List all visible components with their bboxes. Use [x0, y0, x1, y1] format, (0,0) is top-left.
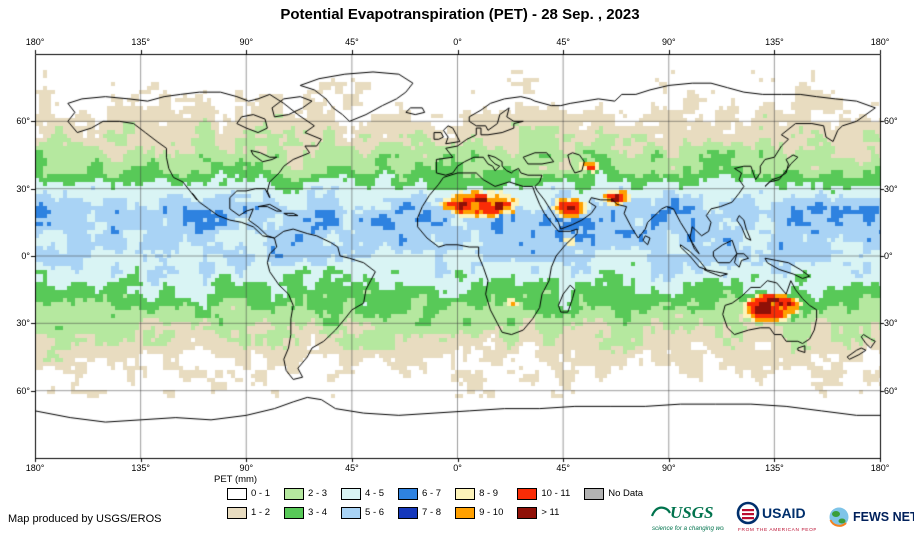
lon-label-top: 45°	[556, 37, 570, 47]
lon-label-top: 90°	[661, 37, 676, 47]
legend-swatch	[227, 506, 247, 519]
legend-item: 6 - 7	[398, 487, 441, 500]
legend-swatch	[227, 487, 247, 500]
legend-swatch	[284, 487, 305, 500]
legend-label: 0 - 1	[251, 488, 271, 499]
legend-swatch	[584, 487, 605, 500]
legend-swatch	[341, 487, 362, 500]
usgs-logo: USGS science for a changing world	[650, 503, 724, 532]
legend-swatch	[398, 487, 419, 500]
legend-label: 8 - 9	[479, 488, 499, 499]
lat-label-left: 0°	[21, 251, 30, 261]
lon-label-bottom: 180°	[25, 463, 45, 473]
lat-label-left: 60°	[16, 385, 30, 396]
usaid-logo: USAID FROM THE AMERICAN PEOPLE	[736, 501, 816, 533]
legend-item: 3 - 4	[284, 506, 327, 519]
lon-label-top: 0°	[453, 37, 462, 47]
usaid-stripe	[742, 517, 754, 520]
lon-label-bottom: 45°	[556, 463, 570, 473]
legend-label: 7 - 8	[422, 507, 442, 518]
legend-swatch	[517, 487, 538, 500]
lat-label-right: 0°	[884, 251, 893, 261]
legend-item: No Data	[584, 487, 643, 500]
lon-label-top: 45°	[345, 37, 359, 47]
usaid-stripe	[742, 509, 754, 512]
lon-label-top: 135°	[131, 37, 150, 47]
lat-label-right: 30°	[884, 183, 898, 194]
usgs-swoosh-icon	[650, 506, 671, 517]
globe-land	[838, 518, 846, 524]
legend-item: 1 - 2	[227, 506, 270, 519]
legend-label: 1 - 2	[251, 507, 271, 518]
usaid-wordmark: USAID	[762, 505, 806, 521]
legend-label: > 11	[541, 507, 560, 518]
legend-item: 4 - 5	[341, 487, 384, 500]
legend-item: 2 - 3	[284, 487, 327, 500]
legend-item: > 11	[517, 506, 570, 519]
legend-item: 7 - 8	[398, 506, 441, 519]
legend-swatch	[284, 506, 305, 519]
legend-label: 6 - 7	[422, 488, 442, 499]
legend-label: 2 - 3	[308, 488, 328, 499]
usaid-stripe	[742, 513, 754, 516]
credit-text: Map produced by USGS/EROS	[8, 513, 162, 525]
lon-label-bottom: 135°	[131, 463, 150, 473]
legend-label: 9 - 10	[479, 507, 504, 518]
lat-label-right: 60°	[884, 385, 898, 396]
lon-label-bottom: 90°	[661, 463, 676, 473]
lon-label-top: 180°	[25, 37, 45, 47]
world-map-canvas	[0, 30, 920, 475]
legend-item: 9 - 10	[455, 506, 503, 519]
legend-label: 3 - 4	[308, 507, 328, 518]
map-title: Potential Evapotranspiration (PET) - 28 …	[280, 6, 640, 23]
legend-item: 8 - 9	[455, 487, 503, 500]
legend-item: 0 - 1	[227, 487, 270, 500]
lat-label-left: 30°	[16, 183, 30, 194]
legend-label: 5 - 6	[365, 507, 385, 518]
legend-swatch	[398, 506, 419, 519]
lon-label-bottom: 45°	[345, 463, 359, 473]
lat-label-right: 30°	[884, 318, 898, 329]
lon-label-bottom: 90°	[239, 463, 254, 473]
lon-label-bottom: 0°	[453, 463, 462, 473]
lon-label-bottom: 135°	[765, 463, 784, 473]
lon-label-top: 135°	[765, 37, 784, 47]
usgs-tagline: science for a changing world	[652, 525, 724, 532]
lat-label-left: 30°	[16, 318, 30, 329]
legend-swatch	[455, 506, 476, 519]
legend-item: 5 - 6	[341, 506, 384, 519]
logo-cluster: USGS science for a changing world USAID …	[648, 500, 914, 534]
fewsnet-wordmark: FEWS NET	[853, 510, 914, 524]
lon-label-bottom: 180°	[870, 463, 890, 473]
legend-label: No Data	[608, 488, 644, 499]
fewsnet-logo: FEWS NET	[829, 507, 914, 527]
usaid-tagline: FROM THE AMERICAN PEOPLE	[738, 527, 816, 533]
lon-label-top: 180°	[870, 37, 890, 47]
legend-swatch	[517, 506, 538, 519]
globe-land	[832, 511, 840, 517]
legend-label: 10 - 11	[541, 488, 571, 499]
legend-label: 4 - 5	[365, 488, 385, 499]
lat-label-left: 60°	[16, 116, 30, 127]
globe-swoosh	[829, 519, 847, 527]
lat-label-right: 60°	[884, 116, 898, 127]
usgs-wordmark: USGS	[670, 503, 713, 522]
legend-item: 10 - 11	[517, 487, 570, 500]
lon-label-top: 90°	[239, 37, 254, 47]
legend-title: PET (mm)	[214, 474, 258, 485]
legend-swatch	[455, 487, 476, 500]
legend-swatch	[341, 506, 362, 519]
legend-items: 0 - 1 1 - 2 2 - 3 3 - 4 4 - 5 5 - 6 6 - 7 7 - 8…	[227, 487, 643, 519]
